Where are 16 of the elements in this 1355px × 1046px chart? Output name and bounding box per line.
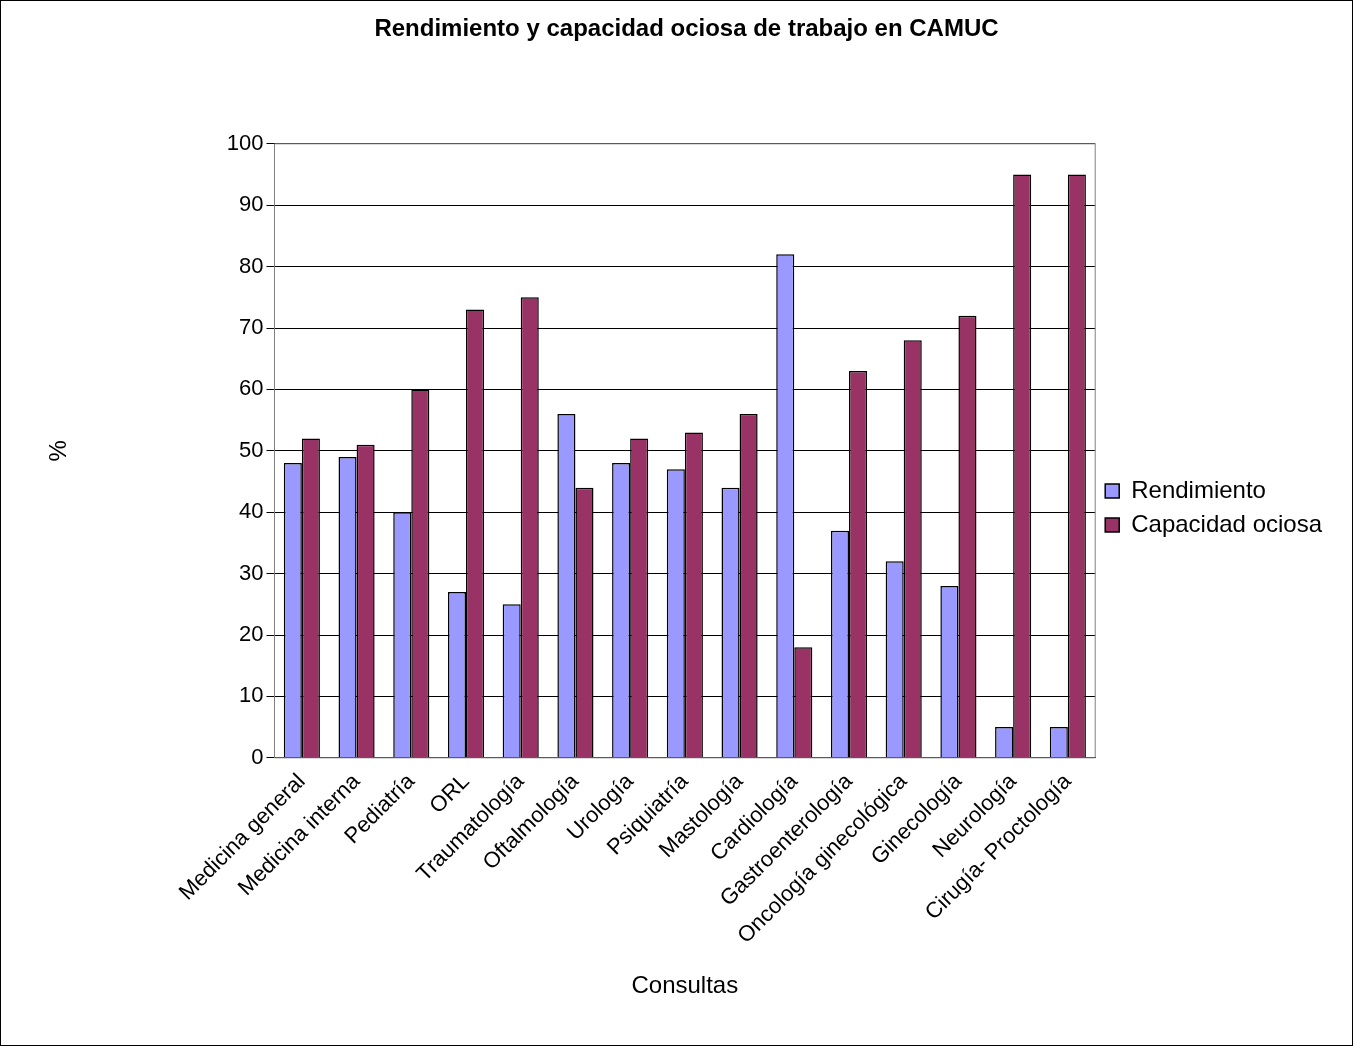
y-tick-label: 30 xyxy=(239,559,264,585)
y-tick-label: 40 xyxy=(239,498,264,524)
legend-label: Capacidad ociosa xyxy=(1131,509,1323,537)
y-tick-label: 10 xyxy=(239,682,264,708)
y-tick-label: 0 xyxy=(251,743,264,769)
y-tick-label: 90 xyxy=(239,191,264,217)
y-tick-label: 70 xyxy=(239,314,264,340)
y-tick-label: 20 xyxy=(239,621,264,647)
y-tick-label: 50 xyxy=(239,436,264,462)
y-tick-label: 60 xyxy=(239,375,264,401)
y-axis-title: % xyxy=(44,440,72,462)
y-tick-label: 100 xyxy=(226,129,264,155)
chart-title: Rendimiento y capacidad ociosa de trabajo en CAMUC xyxy=(374,14,999,42)
y-tick-label: 80 xyxy=(239,252,264,278)
legend-label: Rendimiento xyxy=(1131,475,1266,503)
x-axis-title: Consultas xyxy=(631,971,739,999)
